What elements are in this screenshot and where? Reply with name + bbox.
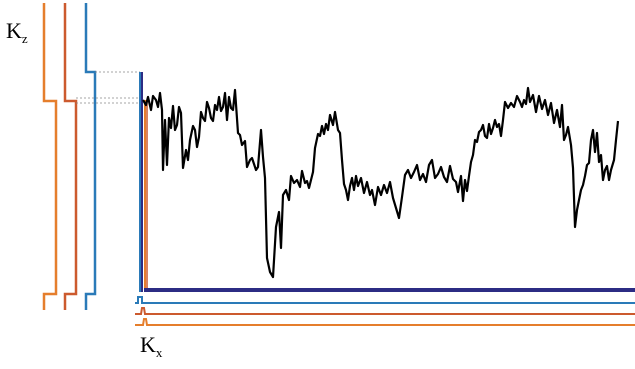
signal-trace xyxy=(142,86,620,279)
step-signal-orange xyxy=(42,3,58,310)
baseline-rust xyxy=(135,307,635,315)
step-signal-rust xyxy=(63,3,78,310)
baseline-orange xyxy=(135,318,635,326)
kz-label: Kz xyxy=(6,18,28,46)
baseline-blue xyxy=(135,296,635,304)
step-signal-blue xyxy=(84,3,97,310)
kx-label: Kx xyxy=(140,332,163,360)
